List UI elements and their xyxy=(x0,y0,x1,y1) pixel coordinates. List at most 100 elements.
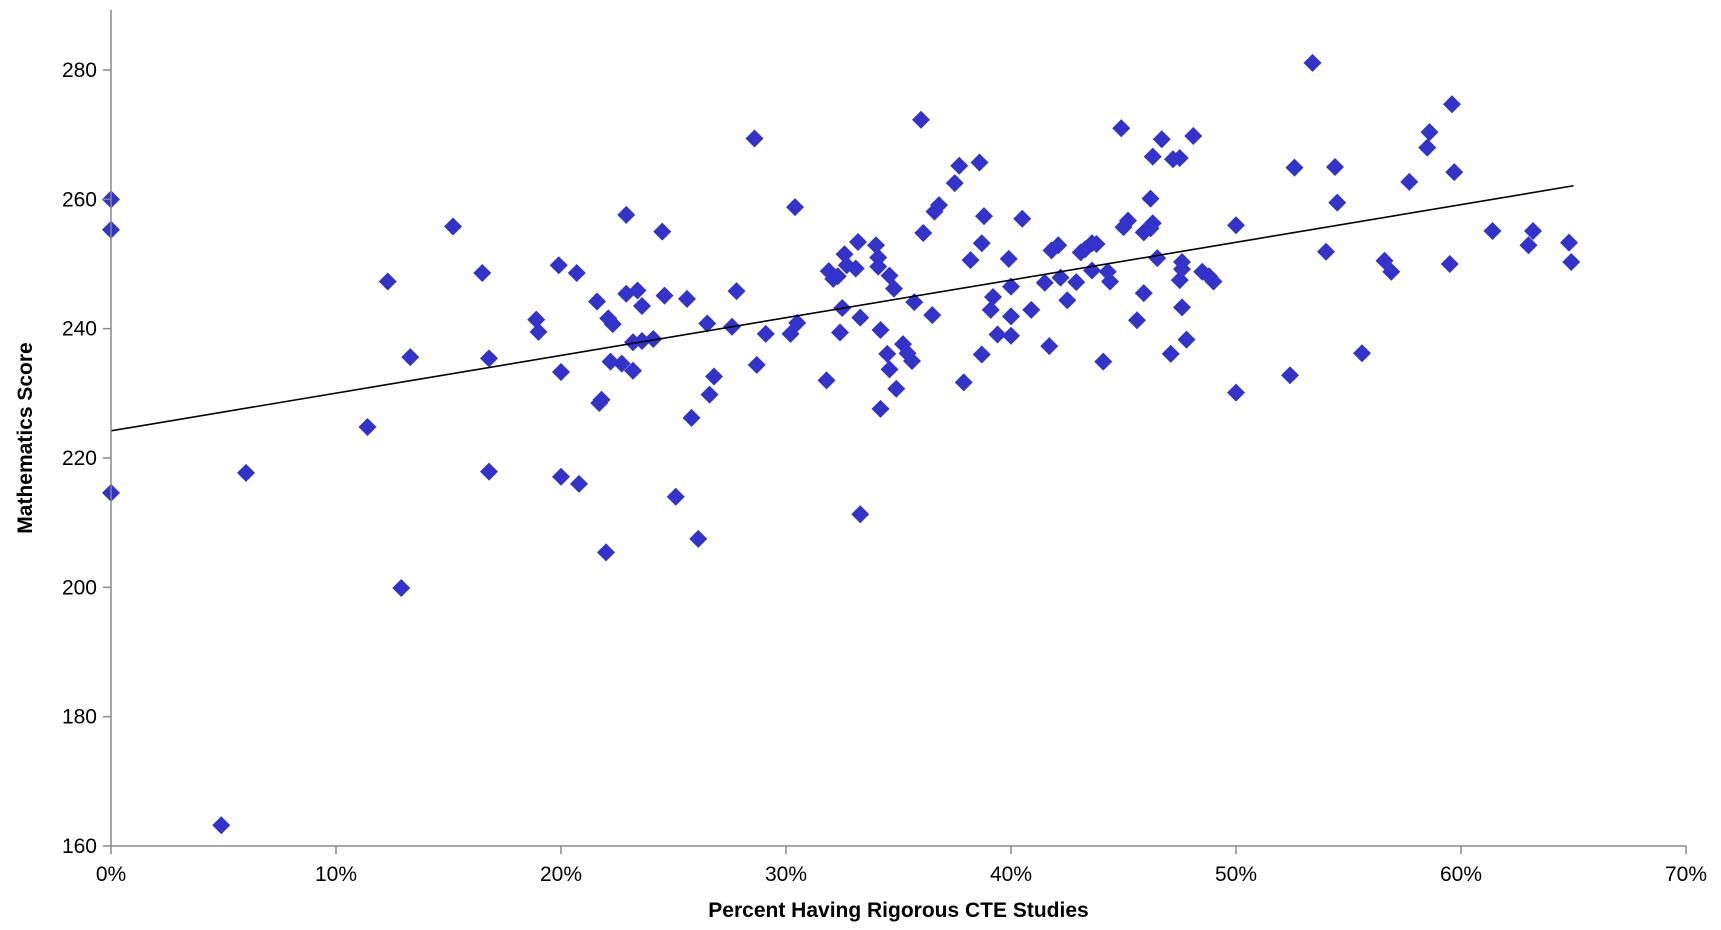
data-point xyxy=(903,352,921,370)
data-point xyxy=(1141,189,1160,208)
x-tick-label: 50% xyxy=(1215,863,1257,886)
data-point xyxy=(885,279,903,298)
trendline xyxy=(110,184,1574,432)
data-point xyxy=(666,487,685,506)
data-point xyxy=(698,314,717,333)
data-point xyxy=(527,310,546,329)
x-tick-label: 60% xyxy=(1440,863,1482,886)
data-point xyxy=(1418,138,1437,157)
data-point xyxy=(1326,158,1344,176)
x-tick-label: 30% xyxy=(765,863,807,886)
data-point xyxy=(633,297,651,316)
data-point xyxy=(567,264,586,283)
data-point xyxy=(1101,272,1119,291)
data-point xyxy=(612,354,631,373)
data-point xyxy=(1119,211,1137,230)
data-point xyxy=(988,325,1007,344)
data-point xyxy=(871,320,890,339)
data-point xyxy=(1285,158,1304,177)
data-point xyxy=(1002,307,1020,326)
x-tick-label: 0% xyxy=(96,863,126,886)
data-point xyxy=(1177,330,1196,349)
data-point xyxy=(851,505,870,524)
data-point xyxy=(954,373,973,392)
data-point xyxy=(529,322,548,341)
data-point xyxy=(624,361,642,380)
data-point xyxy=(972,345,991,364)
x-axis-title: Percent Having Rigorous CTE Studies xyxy=(708,899,1088,922)
data-point xyxy=(817,371,836,390)
data-point xyxy=(1035,273,1054,292)
data-point xyxy=(1173,298,1191,317)
data-point xyxy=(588,292,606,311)
data-point xyxy=(1519,236,1538,255)
y-tick-label: 280 xyxy=(62,59,97,82)
data-point xyxy=(1143,147,1162,166)
data-point xyxy=(747,355,766,374)
data-point xyxy=(1328,193,1347,212)
data-point xyxy=(1152,130,1171,149)
data-point xyxy=(549,256,568,275)
data-point xyxy=(880,360,899,379)
data-point xyxy=(1445,163,1464,182)
data-point xyxy=(1440,255,1459,273)
x-tick-label: 20% xyxy=(540,863,582,886)
y-tick-label: 220 xyxy=(62,447,97,470)
data-point xyxy=(1083,261,1101,280)
data-point xyxy=(1184,126,1203,145)
data-point xyxy=(1562,253,1581,272)
axes-layer xyxy=(110,10,1686,847)
y-axis-title: Mathematics Score xyxy=(14,342,37,533)
data-points-layer xyxy=(102,53,1581,835)
y-tick-label: 260 xyxy=(62,188,97,211)
data-point xyxy=(401,348,420,367)
data-point xyxy=(552,362,570,381)
data-point xyxy=(756,324,775,343)
data-point xyxy=(1161,344,1180,363)
data-point xyxy=(972,234,991,253)
data-point xyxy=(700,385,719,404)
data-point xyxy=(1134,284,1153,303)
data-point xyxy=(1087,234,1106,253)
data-point xyxy=(678,289,696,308)
data-point xyxy=(831,323,849,342)
data-point xyxy=(392,578,411,597)
data-point xyxy=(653,222,672,241)
data-point xyxy=(887,379,906,398)
data-point xyxy=(945,174,964,193)
data-point xyxy=(1067,273,1086,292)
data-point xyxy=(1094,352,1113,371)
data-point xyxy=(970,153,989,172)
data-point xyxy=(828,267,847,286)
data-point xyxy=(788,313,807,332)
data-point xyxy=(655,286,674,305)
data-point xyxy=(999,249,1018,268)
data-point xyxy=(378,272,397,291)
data-point xyxy=(1148,249,1167,268)
data-point xyxy=(912,110,930,129)
data-point xyxy=(869,257,888,276)
data-point xyxy=(1281,366,1299,385)
data-point xyxy=(1443,95,1461,114)
data-point xyxy=(597,543,615,562)
data-point xyxy=(480,349,498,368)
data-point xyxy=(1040,337,1059,356)
data-point xyxy=(975,207,993,226)
data-point xyxy=(682,408,701,427)
y-tick-label: 180 xyxy=(62,706,97,729)
data-point xyxy=(1227,216,1245,235)
data-point xyxy=(1002,326,1020,345)
data-point xyxy=(869,248,888,267)
data-point xyxy=(617,205,636,224)
data-point xyxy=(867,236,885,255)
data-point xyxy=(1204,272,1223,291)
data-point xyxy=(923,306,942,325)
data-point xyxy=(1022,300,1041,319)
data-point xyxy=(981,300,1000,319)
x-tick-label: 40% xyxy=(990,863,1032,886)
data-point xyxy=(1173,253,1191,272)
y-tick-label: 240 xyxy=(62,318,97,341)
data-point xyxy=(1483,222,1502,241)
data-point xyxy=(1112,119,1131,138)
data-point xyxy=(961,251,980,270)
